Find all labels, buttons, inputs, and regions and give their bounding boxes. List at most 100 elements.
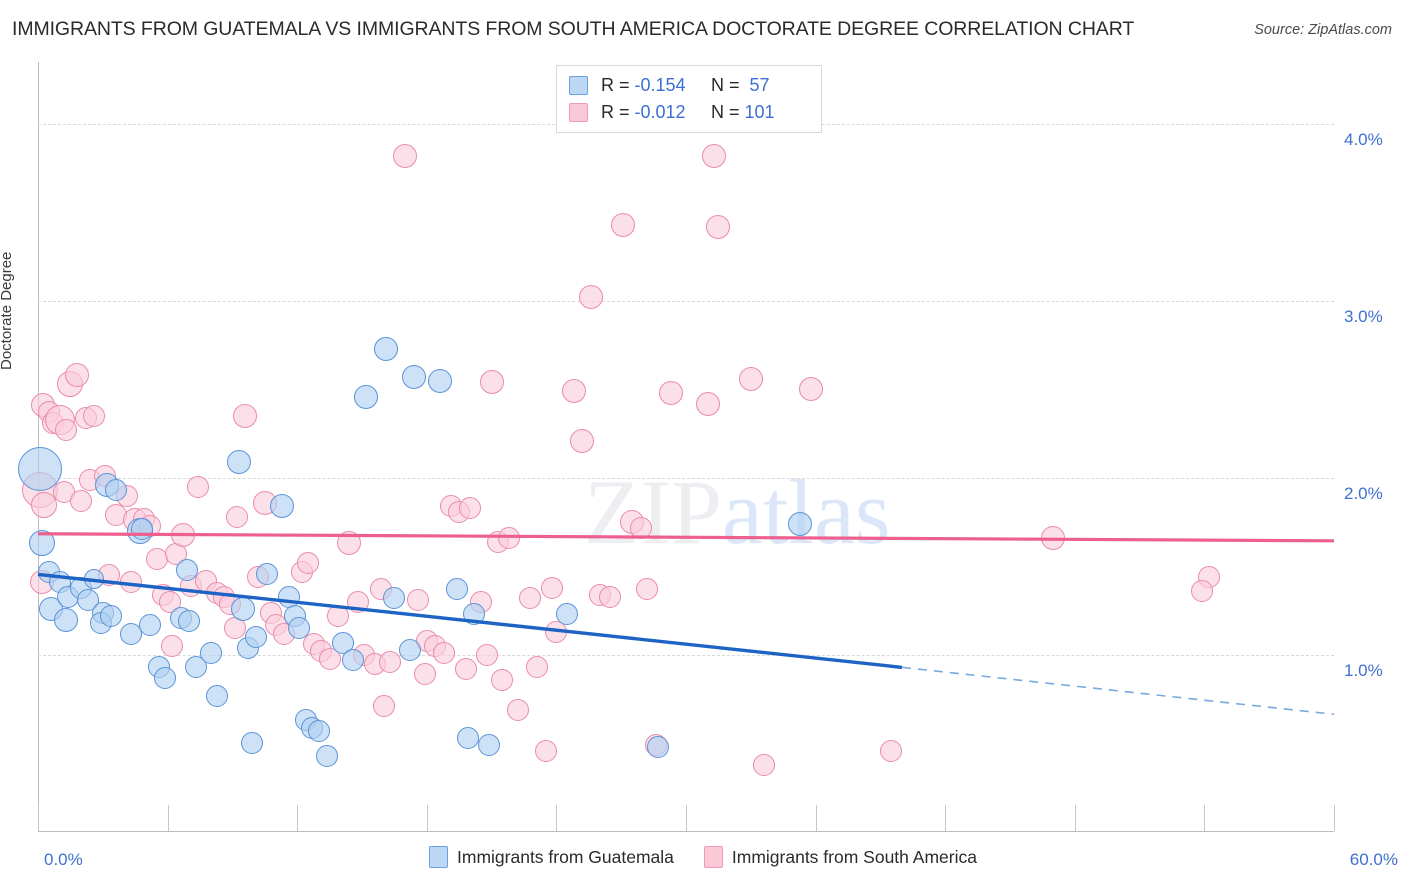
- data-point[interactable]: [413, 663, 436, 686]
- data-point[interactable]: [556, 603, 579, 626]
- data-point[interactable]: [178, 610, 201, 633]
- data-point[interactable]: [342, 649, 365, 672]
- data-point[interactable]: [491, 668, 514, 691]
- legend-item-guatemala[interactable]: Immigrants from Guatemala: [429, 846, 674, 868]
- correlation-stats-legend: R = -0.154 N = 57 R = -0.012 N = 101: [556, 65, 822, 133]
- data-point[interactable]: [497, 527, 520, 550]
- data-point[interactable]: [446, 578, 469, 601]
- data-point[interactable]: [646, 736, 669, 759]
- data-point[interactable]: [702, 143, 727, 168]
- data-point[interactable]: [880, 739, 903, 762]
- data-point[interactable]: [318, 647, 341, 670]
- watermark-atlas: atlas: [722, 461, 891, 563]
- data-point[interactable]: [599, 585, 622, 608]
- data-point[interactable]: [611, 212, 636, 237]
- data-point[interactable]: [225, 505, 248, 528]
- data-point[interactable]: [100, 605, 123, 628]
- x-axis-tick: [556, 805, 558, 831]
- data-point[interactable]: [401, 365, 426, 390]
- data-point[interactable]: [199, 642, 222, 665]
- data-point[interactable]: [525, 656, 548, 679]
- data-point[interactable]: [139, 613, 162, 636]
- data-point[interactable]: [119, 622, 142, 645]
- data-point[interactable]: [433, 642, 456, 665]
- data-point[interactable]: [231, 596, 256, 621]
- data-point[interactable]: [561, 379, 586, 404]
- data-point[interactable]: [255, 562, 278, 585]
- legend-swatch-guatemala: [429, 846, 449, 868]
- data-point[interactable]: [55, 419, 78, 442]
- data-point[interactable]: [636, 578, 659, 601]
- data-point[interactable]: [54, 607, 79, 632]
- data-point[interactable]: [695, 391, 720, 416]
- x-axis-tick: [38, 805, 39, 831]
- data-point[interactable]: [478, 734, 501, 757]
- data-point[interactable]: [534, 739, 557, 762]
- legend-item-south-america[interactable]: Immigrants from South America: [703, 846, 977, 868]
- data-point[interactable]: [570, 428, 595, 453]
- data-point[interactable]: [176, 559, 199, 582]
- data-point[interactable]: [427, 368, 452, 393]
- gridline: [38, 654, 1334, 656]
- data-point[interactable]: [373, 336, 398, 361]
- watermark: ZIPatlas: [584, 466, 891, 558]
- data-point[interactable]: [245, 626, 268, 649]
- data-point[interactable]: [1191, 580, 1214, 603]
- gridline: [38, 300, 1334, 302]
- data-point[interactable]: [83, 405, 106, 428]
- data-point[interactable]: [383, 587, 406, 610]
- data-point[interactable]: [270, 494, 295, 519]
- x-axis-tick: [167, 805, 169, 831]
- data-point[interactable]: [454, 658, 477, 681]
- data-point[interactable]: [541, 576, 564, 599]
- data-point[interactable]: [459, 497, 481, 520]
- data-point[interactable]: [316, 744, 339, 767]
- data-point[interactable]: [226, 450, 251, 475]
- data-point[interactable]: [752, 753, 775, 776]
- data-point[interactable]: [379, 651, 402, 674]
- data-point[interactable]: [476, 643, 499, 666]
- data-point[interactable]: [160, 635, 183, 658]
- data-point[interactable]: [578, 285, 603, 310]
- data-point[interactable]: [331, 631, 354, 654]
- data-point[interactable]: [479, 370, 504, 395]
- data-point[interactable]: [519, 587, 542, 610]
- data-point[interactable]: [738, 366, 763, 391]
- x-axis-tick: [1204, 805, 1206, 831]
- data-point[interactable]: [240, 732, 263, 755]
- y-axis-tick-label: 4.0%: [1344, 129, 1383, 149]
- gridline: [38, 477, 1334, 479]
- data-point[interactable]: [407, 589, 430, 612]
- data-point[interactable]: [288, 617, 311, 640]
- data-point[interactable]: [297, 551, 319, 574]
- data-point[interactable]: [506, 698, 529, 721]
- legend-label-guatemala: Immigrants from Guatemala: [457, 846, 674, 867]
- x-axis-tick: [1334, 805, 1335, 831]
- data-point[interactable]: [372, 695, 395, 718]
- data-point[interactable]: [398, 638, 421, 661]
- y-axis-tick-label: 3.0%: [1344, 306, 1383, 326]
- legend-swatch-south-america: [703, 846, 723, 868]
- data-point[interactable]: [456, 727, 479, 750]
- stats-n-guatemala: N = 57: [711, 75, 770, 95]
- data-point[interactable]: [184, 656, 207, 679]
- data-point[interactable]: [154, 667, 177, 689]
- data-point[interactable]: [658, 381, 683, 405]
- y-axis-line: [38, 62, 39, 832]
- data-point[interactable]: [307, 720, 330, 743]
- data-point[interactable]: [206, 684, 229, 707]
- stats-row-south-america: R = -0.012 N = 101: [569, 99, 811, 126]
- data-point[interactable]: [70, 489, 93, 512]
- stats-n-south-america: N = 101: [711, 102, 775, 122]
- data-point[interactable]: [104, 479, 127, 502]
- data-point[interactable]: [393, 143, 418, 168]
- data-point[interactable]: [64, 363, 89, 388]
- data-point[interactable]: [788, 512, 813, 536]
- data-point[interactable]: [706, 214, 731, 239]
- stats-swatch-guatemala: [569, 76, 588, 95]
- data-point[interactable]: [354, 384, 379, 409]
- data-point[interactable]: [233, 404, 258, 429]
- data-point[interactable]: [799, 377, 824, 402]
- data-point[interactable]: [186, 475, 209, 498]
- data-point[interactable]: [18, 447, 63, 492]
